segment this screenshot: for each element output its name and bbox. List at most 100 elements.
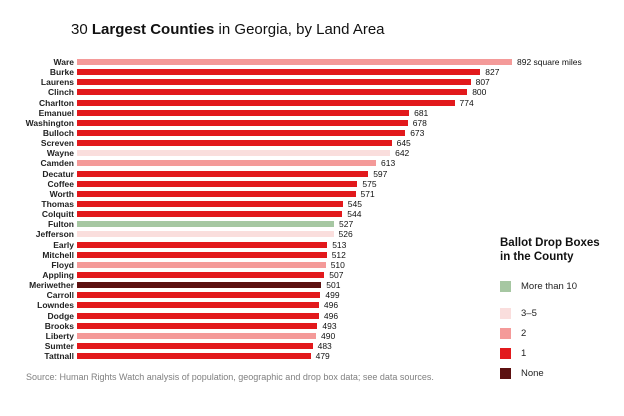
legend-swatch [500, 368, 511, 380]
county-bar [77, 312, 319, 319]
county-label: Decatur [42, 168, 74, 179]
county-value: 827 [485, 67, 500, 78]
legend-swatch [500, 328, 511, 340]
bar-row: Mitchell 512 [0, 250, 624, 260]
county-label: Charlton [39, 97, 74, 108]
county-value: 681 [414, 107, 429, 118]
bar-row: Screven 645 [0, 138, 624, 148]
bar-row: Washington 678 [0, 118, 624, 128]
county-value: 510 [330, 259, 345, 270]
county-label: Mitchell [42, 249, 74, 260]
county-value: 493 [322, 320, 337, 331]
county-value: 678 [412, 117, 427, 128]
legend-label: More than 10 [521, 281, 577, 293]
chart-title-suffix: in Georgia, by Land Area [214, 21, 385, 38]
legend-items: More than 10 3–5 2 1 None [500, 277, 618, 384]
county-label: Floyd [51, 259, 74, 270]
county-value: 526 [338, 229, 353, 240]
county-bar [77, 150, 391, 157]
bar-row: Tattnall 479 [0, 351, 624, 361]
county-bar [77, 353, 311, 360]
county-bar [77, 261, 326, 268]
bar-row: Clinch 800 [0, 87, 624, 97]
county-value: 892 square miles [517, 57, 582, 68]
legend-label: 1 [521, 348, 527, 360]
legend-title-line1: Ballot Drop Boxes [500, 237, 600, 249]
county-value: 512 [331, 249, 346, 260]
county-bar [77, 79, 471, 86]
county-value: 575 [362, 178, 377, 189]
county-value: 597 [373, 168, 388, 179]
legend: Ballot Drop Boxes in the County More tha… [500, 237, 618, 384]
bar-row: Jefferson 526 [0, 229, 624, 239]
legend-swatch [500, 308, 511, 320]
legend-item: 1 [500, 344, 618, 364]
bar-row: Bulloch 673 [0, 128, 624, 138]
bar-row: Carroll 499 [0, 290, 624, 300]
county-bar [77, 343, 313, 349]
county-bar [77, 292, 321, 299]
county-bar [77, 119, 408, 126]
chart-title-prefix: 30 [71, 21, 92, 38]
bar-row: Early 513 [0, 240, 624, 250]
county-value: 645 [396, 138, 411, 149]
county-value: 496 [323, 300, 339, 311]
county-label: Ware [53, 57, 74, 68]
county-label: Screven [40, 138, 74, 149]
county-value: 507 [329, 270, 344, 281]
county-bar [77, 160, 376, 167]
bar-row: Charlton 774 [0, 98, 624, 108]
legend-title-line2: in the County [500, 250, 574, 263]
county-bar [77, 241, 328, 248]
county-label: Coffee [47, 178, 74, 189]
legend-label: 2 [521, 328, 527, 340]
bar-row: Worth 571 [0, 189, 624, 199]
source-note: Source: Human Rights Watch analysis of p… [26, 372, 434, 382]
county-value: 642 [395, 148, 410, 159]
bar-row: Camden 613 [0, 158, 624, 168]
county-value: 613 [381, 158, 396, 169]
county-label: Clinch [48, 87, 74, 98]
bar-row: Fulton 527 [0, 219, 624, 229]
county-value: 800 [472, 87, 487, 98]
bar-row: Coffee 575 [0, 179, 624, 189]
county-bar [77, 272, 325, 279]
bar-row: Thomas 545 [0, 199, 624, 209]
county-label: Wayne [46, 148, 74, 159]
bar-row: Decatur 597 [0, 169, 624, 179]
county-label: Burke [49, 67, 74, 78]
county-label: Camden [40, 158, 74, 169]
legend-item: None [500, 364, 618, 384]
legend-swatch [500, 281, 511, 293]
county-bar [77, 140, 392, 147]
legend-label: 3–5 [521, 308, 537, 320]
county-value: 490 [321, 330, 336, 341]
county-bar [77, 99, 455, 106]
county-bar [77, 59, 512, 66]
county-bar [77, 69, 481, 76]
legend-swatch [500, 348, 511, 360]
county-value: 571 [360, 188, 375, 199]
county-value: 807 [475, 77, 490, 88]
bar-row: Ware 892 square miles [0, 57, 624, 67]
county-bar [77, 231, 334, 238]
county-bar [77, 332, 316, 339]
bar-row: Dodge 496 [0, 311, 624, 321]
bar-row: Meriwether 501 [0, 280, 624, 290]
bar-row: Appling 507 [0, 270, 624, 280]
legend-item: 2 [500, 324, 618, 344]
county-label: Carroll [46, 290, 74, 301]
legend-label: None [521, 368, 544, 380]
county-bar [77, 89, 468, 96]
county-label: Washington [25, 117, 74, 128]
chart-title: 30 Largest Counties in Georgia, by Land … [71, 21, 385, 38]
county-label: Appling [42, 270, 74, 281]
county-value: 501 [326, 280, 341, 291]
county-label: Bulloch [42, 128, 74, 139]
county-bar [77, 201, 343, 208]
county-value: 544 [347, 209, 362, 220]
county-value: 673 [410, 128, 425, 139]
county-value: 496 [323, 310, 339, 321]
county-label: Dodge [47, 310, 74, 321]
